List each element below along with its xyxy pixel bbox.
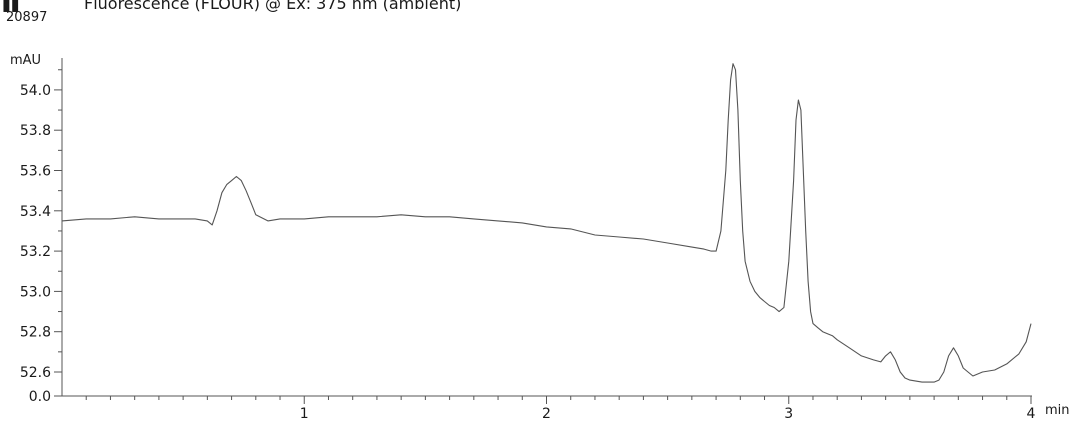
y-tick-label: 53.2: [20, 244, 51, 260]
y-tick-label: 0.0: [29, 389, 51, 405]
chart-header: ▮▮ Fluorescence (FLOUR) @ Ex: 375 nm (am…: [0, 0, 1077, 12]
x-axis-ticks: 1 2 3 4: [85, 396, 1036, 422]
y-tick-label: 52.6: [20, 365, 51, 381]
chromatogram-trace: [61, 63, 1032, 383]
y-axis-unit-label: mAU: [10, 53, 41, 68]
x-tick-label: 2: [542, 406, 551, 422]
x-axis-unit-label: min: [1045, 403, 1070, 418]
y-tick-label: 53.8: [20, 123, 51, 139]
y-tick-label: 54.0: [20, 83, 51, 99]
x-tick-label: 4: [1027, 406, 1036, 422]
y-tick-label: 52.8: [20, 325, 51, 341]
x-tick-label: 1: [300, 406, 309, 422]
y-axis-ticks: 0.0 52.6 52.8 53.0 53.2 53.4 53.6 53.8 54.0: [20, 69, 62, 405]
y-tick-label: 53.0: [20, 284, 51, 300]
y-tick-label: 53.4: [20, 204, 51, 220]
chart-id-label: 20897: [6, 10, 48, 25]
chart-icon: ▮▮: [2, 0, 20, 12]
y-tick-label: 53.6: [20, 164, 51, 180]
chart-title: Fluorescence (FLOUR) @ Ex: 375 nm (ambie…: [84, 0, 462, 12]
x-tick-label: 3: [784, 406, 793, 422]
